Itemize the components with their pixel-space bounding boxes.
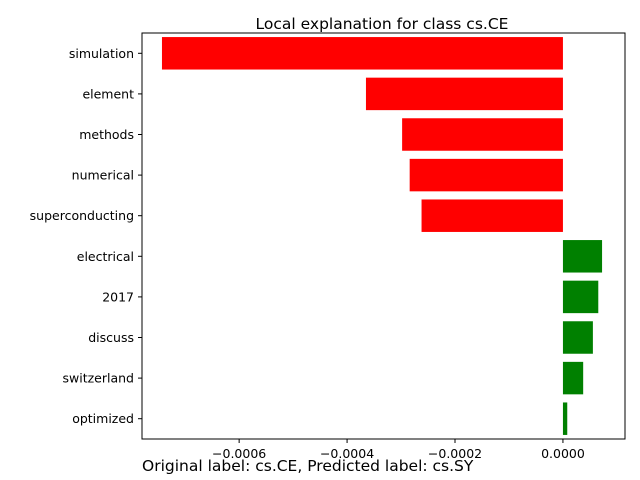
x-tick-label: −0.0002: [428, 446, 482, 461]
y-tick-label: electrical: [77, 249, 134, 264]
x-tick-label: −0.0006: [212, 446, 266, 461]
y-tick-label: switzerland: [63, 371, 135, 386]
bar-discuss: [562, 321, 593, 354]
bar-element: [365, 77, 563, 111]
y-tick-label: superconducting: [30, 208, 134, 223]
x-tick-group: −0.0006 −0.0004 −0.0002 0.0000: [212, 439, 585, 461]
bar-methods: [402, 118, 563, 151]
bars-group: [161, 37, 603, 435]
bar-optimized: [562, 402, 568, 435]
bar-superconducting: [421, 199, 563, 232]
bar-2017: [562, 280, 599, 314]
x-tick-label: −0.0004: [320, 446, 374, 461]
y-tick-label: numerical: [72, 168, 134, 183]
y-tick-label: discuss: [88, 330, 134, 345]
plot-frame: [141, 32, 626, 440]
y-tick-group: simulation element methods numerical superco…: [30, 46, 142, 426]
y-tick-label: simulation: [69, 46, 134, 61]
chart-title: Local explanation for class cs.CE: [256, 15, 509, 33]
bar-numerical: [409, 158, 563, 192]
bar-electrical: [562, 240, 603, 273]
bar-simulation: [161, 37, 563, 70]
bar-switzerland: [562, 361, 584, 395]
y-tick-label: methods: [79, 127, 134, 142]
x-tick-label: 0.0000: [541, 446, 585, 461]
caption: Original label: cs.CE, Predicted label: …: [142, 457, 474, 475]
y-tick-label: element: [82, 86, 134, 101]
y-tick-label: optimized: [72, 411, 134, 426]
y-tick-label: 2017: [102, 289, 134, 304]
